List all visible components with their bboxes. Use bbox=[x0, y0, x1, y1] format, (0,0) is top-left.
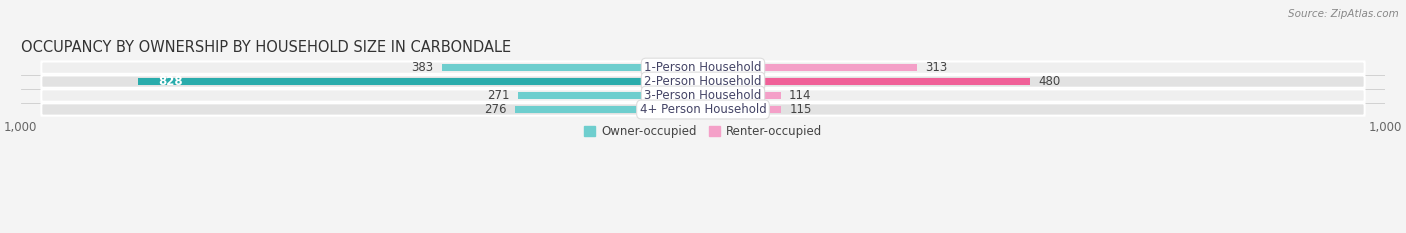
Text: 828: 828 bbox=[159, 75, 183, 88]
FancyBboxPatch shape bbox=[41, 62, 1365, 74]
Text: 383: 383 bbox=[412, 61, 433, 74]
Bar bbox=[703, 64, 917, 71]
Bar bbox=[441, 64, 703, 71]
Text: 4+ Person Household: 4+ Person Household bbox=[640, 103, 766, 116]
Text: 1-Person Household: 1-Person Household bbox=[644, 61, 762, 74]
Text: 276: 276 bbox=[484, 103, 506, 116]
Text: 271: 271 bbox=[488, 89, 510, 102]
Text: 3-Person Household: 3-Person Household bbox=[644, 89, 762, 102]
FancyBboxPatch shape bbox=[41, 75, 1365, 88]
Text: 313: 313 bbox=[925, 61, 948, 74]
Text: 2-Person Household: 2-Person Household bbox=[644, 75, 762, 88]
Legend: Owner-occupied, Renter-occupied: Owner-occupied, Renter-occupied bbox=[579, 120, 827, 143]
Bar bbox=[703, 106, 782, 113]
Bar bbox=[703, 92, 780, 99]
Text: OCCUPANCY BY OWNERSHIP BY HOUSEHOLD SIZE IN CARBONDALE: OCCUPANCY BY OWNERSHIP BY HOUSEHOLD SIZE… bbox=[21, 40, 510, 55]
FancyBboxPatch shape bbox=[41, 89, 1365, 102]
Bar bbox=[515, 106, 703, 113]
Text: 480: 480 bbox=[1039, 75, 1062, 88]
Text: 115: 115 bbox=[790, 103, 813, 116]
Bar bbox=[138, 78, 703, 85]
Text: Source: ZipAtlas.com: Source: ZipAtlas.com bbox=[1288, 9, 1399, 19]
Text: 114: 114 bbox=[789, 89, 811, 102]
Bar bbox=[703, 78, 1031, 85]
Bar bbox=[519, 92, 703, 99]
FancyBboxPatch shape bbox=[41, 103, 1365, 116]
